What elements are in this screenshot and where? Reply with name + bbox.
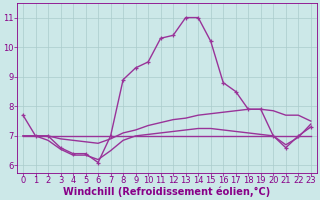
X-axis label: Windchill (Refroidissement éolien,°C): Windchill (Refroidissement éolien,°C) [63, 187, 270, 197]
